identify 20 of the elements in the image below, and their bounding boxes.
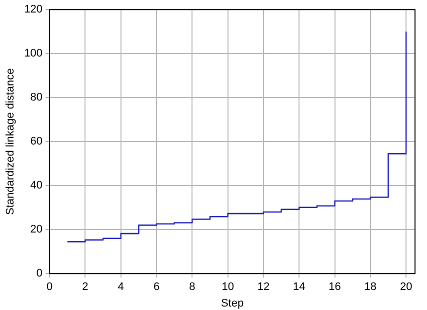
x-tick-label: 6	[153, 281, 160, 294]
y-axis-title: Standardized linkage distance	[4, 68, 17, 215]
y-tick-label: 0	[36, 268, 43, 280]
x-tick-label: 2	[82, 281, 88, 294]
x-tick-label: 8	[189, 281, 196, 294]
x-tick-label: 20	[400, 281, 412, 294]
x-tick-label: 12	[257, 281, 270, 294]
x-axis-title: Step	[220, 297, 244, 310]
x-tick-label: 18	[364, 281, 377, 294]
y-tick-label: 60	[30, 136, 43, 148]
x-tick-label: 16	[328, 281, 341, 294]
y-tick-label: 80	[30, 92, 43, 104]
y-tick-label: 20	[30, 224, 43, 236]
x-tick-label: 0	[46, 281, 53, 294]
x-tick-label: 10	[222, 281, 234, 294]
y-tick-label: 40	[30, 180, 43, 192]
x-tick-label: 14	[293, 281, 306, 294]
y-tick-label: 120	[24, 4, 43, 16]
y-tick-label: 100	[24, 48, 43, 60]
x-tick-label: 4	[118, 281, 124, 294]
